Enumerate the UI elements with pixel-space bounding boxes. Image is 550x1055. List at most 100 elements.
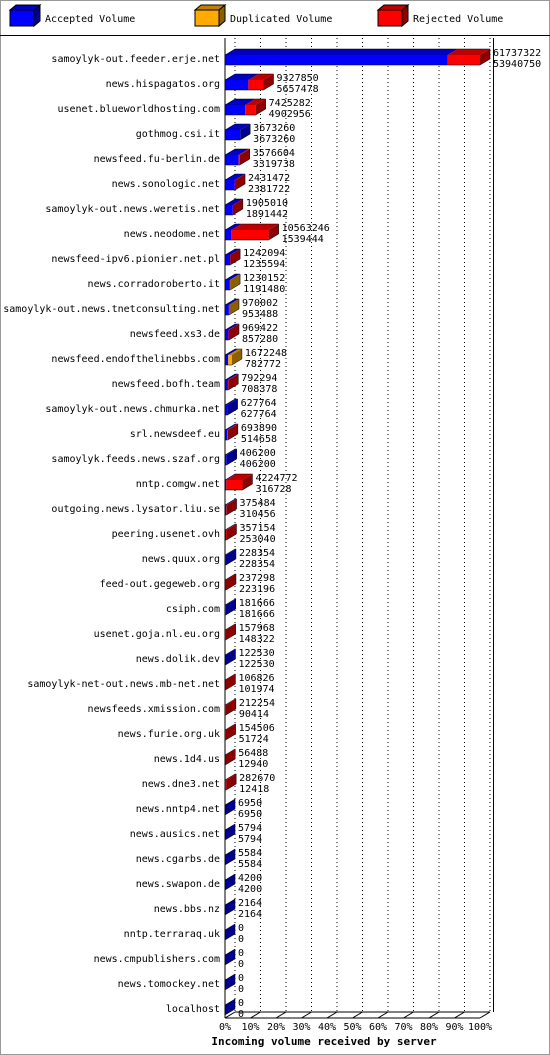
bar-side: [225, 999, 235, 1015]
category-label: news.nntp4.net: [136, 804, 220, 815]
total-label: 106826: [238, 673, 274, 684]
bar-outline: [224, 48, 491, 66]
bar-top: [225, 149, 249, 155]
total-label: 969422: [242, 323, 278, 334]
total-label: 0: [238, 998, 244, 1009]
total-label: 406200: [240, 448, 276, 459]
bar-front: [225, 105, 246, 115]
category-label: news.cmpublishers.com: [94, 954, 220, 965]
bar-outline: [224, 98, 266, 116]
bar-front: [231, 230, 269, 240]
category-label: newsfeeds.xmission.com: [88, 704, 220, 715]
bar-segment: [225, 574, 236, 590]
total-label: 122530: [239, 648, 275, 659]
bar-front: [225, 255, 231, 265]
bar-front: [225, 205, 233, 215]
accepted-label: 5794: [238, 834, 262, 845]
bar-front: [225, 380, 228, 390]
x-tick-label: 30%: [292, 1022, 310, 1033]
accepted-label: 514658: [241, 434, 277, 445]
bar-top: [226, 474, 253, 480]
accepted-label: 4200: [238, 884, 262, 895]
category-label: samoylyk-out.feeder.erje.net: [51, 54, 220, 65]
accepted-label: 627764: [241, 409, 277, 420]
accepted-label: 953488: [242, 309, 278, 320]
bar-top: [225, 399, 238, 405]
bar-segment: [227, 374, 239, 390]
x-tick-label: 80%: [420, 1022, 438, 1033]
bar-side: [225, 874, 236, 890]
legend-swatch-side: [401, 3, 409, 28]
x-tick: [250, 1011, 261, 1019]
bar-front: [225, 405, 228, 415]
bar-top: [225, 349, 239, 355]
bar-side: [225, 599, 236, 615]
category-label: localhost: [166, 1004, 220, 1015]
total-label: 181666: [239, 598, 275, 609]
bar-outline: [224, 973, 236, 991]
bar-side: [225, 549, 236, 565]
bar-front: [225, 580, 226, 590]
category-label: usenet.blueworldhosting.com: [57, 104, 220, 115]
category-label: newsfeed.endofthelinebbs.com: [51, 354, 220, 365]
total-label: 792294: [241, 373, 277, 384]
bar-side: [480, 49, 490, 65]
accepted-label: 2381722: [248, 184, 290, 195]
bar-outline: [224, 448, 237, 466]
bar-front: [225, 605, 226, 615]
accepted-label: 3673260: [253, 134, 295, 145]
bar-segment: [225, 349, 239, 365]
category-label: news.ausics.net: [130, 829, 220, 840]
category-label: news.dolik.dev: [136, 654, 220, 665]
bar-segment: [225, 624, 236, 640]
accepted-label: 228354: [239, 559, 275, 570]
bar-outline: [224, 898, 236, 916]
bar-front: [225, 555, 226, 565]
bar-top: [225, 274, 240, 280]
bar-top: [228, 324, 240, 330]
total-label: 228354: [239, 548, 275, 559]
bar-segment: [225, 49, 458, 65]
category-label: news.furie.org.uk: [118, 729, 220, 740]
bar-front: [225, 55, 448, 65]
category-label: samoylyk.feeds.news.szaf.org: [51, 454, 220, 465]
bar-outline: [224, 473, 253, 491]
legend-swatch: [194, 9, 220, 27]
bar-segment: [231, 224, 279, 240]
bar-segment: [225, 149, 249, 165]
bar-outline: [224, 798, 236, 816]
category-label: nntp.terraraq.uk: [124, 929, 220, 940]
total-label: 10563246: [282, 223, 330, 234]
bar-top: [234, 174, 246, 180]
total-label: 6950: [238, 798, 262, 809]
accepted-label: 6950: [238, 809, 262, 820]
total-label: 282670: [239, 773, 275, 784]
category-label: nntp.comgw.net: [136, 479, 220, 490]
category-label: news.quux.org: [142, 554, 220, 565]
bar-top: [225, 624, 236, 630]
category-label: usenet.goja.nl.eu.org: [94, 629, 220, 640]
bar-front: [248, 80, 264, 90]
bar-front: [225, 155, 239, 165]
bar-side: [225, 649, 236, 665]
bar-side: [225, 674, 236, 690]
total-label: 357154: [239, 523, 275, 534]
bar-top: [225, 424, 238, 430]
total-label: 56488: [238, 748, 268, 759]
bar-outline: [224, 223, 279, 241]
category-label: news.tomockey.net: [118, 979, 220, 990]
category-label: newsfeed.xs3.de: [130, 329, 220, 340]
total-label: 693890: [241, 423, 277, 434]
bar-segment: [225, 424, 238, 440]
bar-outline: [224, 73, 274, 91]
bar-front: [225, 305, 229, 315]
bar-segment: [232, 199, 243, 215]
legend-swatch-side: [218, 3, 226, 28]
bar-side: [268, 224, 279, 240]
bar-front: [225, 80, 249, 90]
bar-top: [447, 49, 490, 55]
accepted-label: 90414: [239, 709, 269, 720]
bar-side: [226, 774, 237, 790]
bar-outline: [224, 248, 241, 266]
legend-label: Rejected Volume: [413, 14, 503, 25]
